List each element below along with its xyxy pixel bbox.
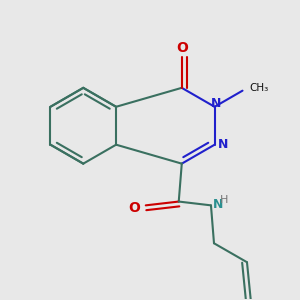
Text: H: H (220, 195, 228, 205)
Text: O: O (128, 201, 140, 215)
Text: O: O (176, 41, 188, 55)
Text: N: N (218, 138, 229, 151)
Text: N: N (212, 198, 223, 211)
Text: CH₃: CH₃ (249, 82, 268, 93)
Text: N: N (211, 97, 221, 110)
